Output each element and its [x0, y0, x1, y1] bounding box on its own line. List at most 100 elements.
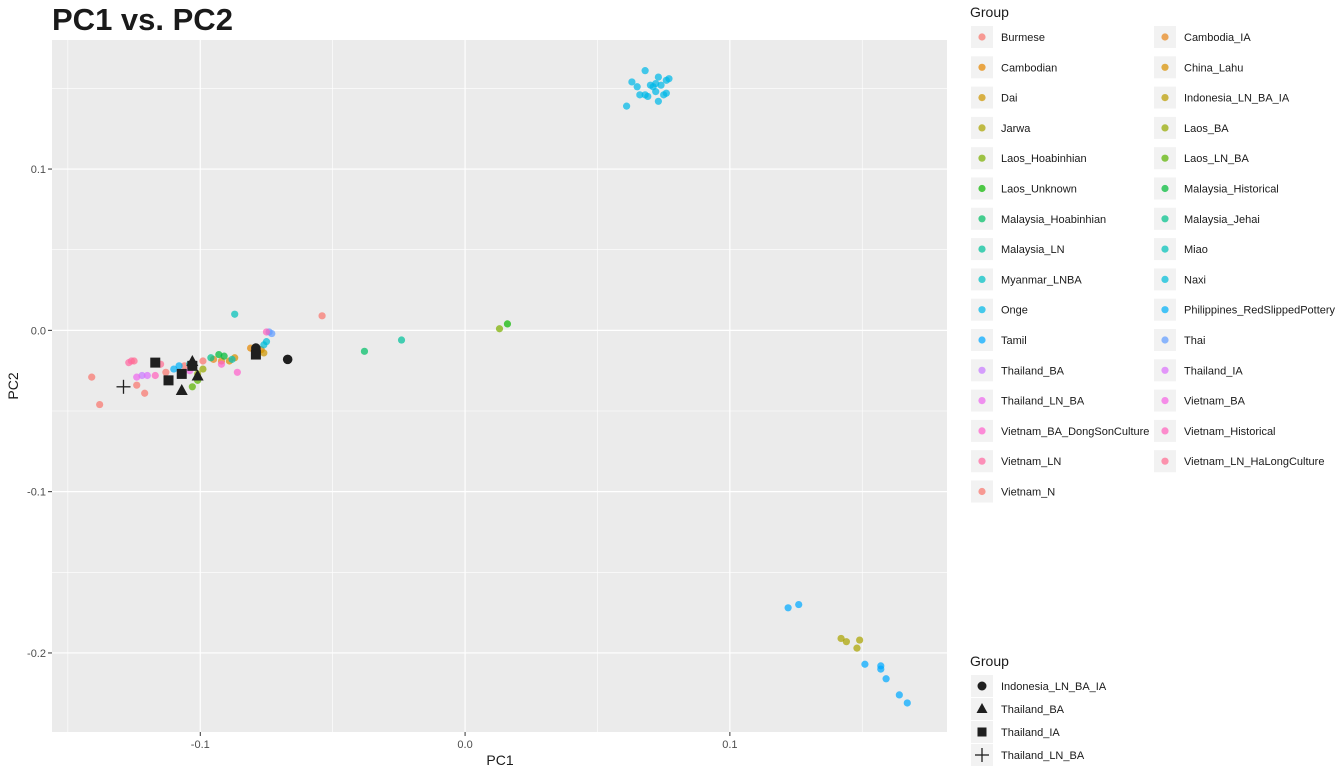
- data-point: [842, 638, 850, 646]
- data-point: [665, 75, 673, 83]
- series-group: [170, 362, 183, 373]
- data-point: [170, 365, 178, 373]
- shape-legend-item: Thailand_IA: [971, 721, 1060, 743]
- legend-key-swatch: [1161, 306, 1169, 314]
- legend-key-swatch: [1161, 215, 1169, 223]
- data-point: [654, 73, 662, 81]
- legend-key-swatch: [978, 336, 986, 344]
- color-legend-item: Malaysia_Hoabinhian: [971, 207, 1106, 230]
- series-group: [397, 336, 406, 344]
- data-point: [228, 355, 236, 363]
- triangle-marker: [191, 369, 204, 381]
- plot-panel: [52, 40, 947, 732]
- series-group: [215, 350, 228, 360]
- legend-key-swatch: [1161, 366, 1169, 374]
- color-legend-item: Malaysia_Jehai: [1154, 207, 1260, 230]
- data-point: [644, 92, 652, 101]
- data-point: [652, 88, 660, 96]
- legend-key-swatch: [978, 154, 986, 162]
- legend-key-swatch: [1161, 154, 1169, 162]
- square-marker: [150, 357, 161, 368]
- color-legend-item: Naxi: [1154, 268, 1206, 291]
- data-point: [503, 320, 512, 328]
- data-point: [199, 365, 207, 373]
- color-legend-item: Malaysia_LN: [971, 238, 1065, 261]
- data-point: [636, 91, 644, 99]
- data-point: [262, 338, 271, 346]
- panel-background: [52, 40, 947, 732]
- y-tick-label: 0.0: [31, 325, 46, 337]
- color-legend: Group Burmese Cambodian Dai Jarwa Laos_Hoabi…: [970, 4, 1336, 503]
- color-legend-item: Thai: [1154, 329, 1205, 351]
- legend-key-swatch: [1161, 245, 1169, 253]
- legend-item-label: Myanmar_LNBA: [1001, 274, 1082, 286]
- shape-series-group: [116, 379, 131, 394]
- legend-item-label: Malaysia_Jehai: [1184, 214, 1260, 226]
- series-group: [503, 320, 512, 328]
- legend-key-swatch: [978, 33, 986, 41]
- legend-item-label: Thailand_IA: [1184, 365, 1243, 377]
- series-group: [837, 634, 864, 652]
- color-legend-title: Group: [970, 4, 1009, 20]
- legend-item-label: Vietnam_BA_DongSonCulture: [1001, 426, 1149, 438]
- legend-item-label: Thailand_LN_BA: [1001, 396, 1085, 408]
- legend-key-swatch: [1161, 457, 1169, 465]
- legend-key-swatch: [1161, 275, 1169, 283]
- legend-key-swatch: [978, 306, 986, 314]
- data-point: [233, 368, 241, 376]
- legend-item-label: Vietnam_LN_HaLongCulture: [1184, 456, 1324, 468]
- color-legend-item: Malaysia_Historical: [1154, 177, 1279, 200]
- triangle-marker: [175, 384, 188, 396]
- y-axis-label: PC2: [5, 372, 21, 399]
- axes: -0.1 0.0 0.1 -0.2 -0.1 0.0 0.1: [27, 164, 737, 751]
- series-group: [151, 328, 271, 380]
- y-tick-label: -0.2: [27, 648, 46, 660]
- legend-item-label: Cambodian: [1001, 62, 1057, 74]
- shape-markers: [116, 343, 293, 396]
- data-point: [495, 325, 504, 333]
- color-legend-item: Vietnam_LN: [971, 450, 1061, 473]
- data-point: [641, 67, 649, 75]
- data-point: [188, 383, 196, 391]
- legend-item-label: Philippines_RedSlippedPottery: [1184, 305, 1336, 317]
- square-marker: [250, 349, 261, 360]
- color-legend-item: Vietnam_BA_DongSonCulture: [971, 419, 1149, 442]
- legend-item-label: Indonesia_LN_BA_IA: [1184, 93, 1290, 105]
- color-legend-item: Vietnam_Historical: [1154, 419, 1276, 442]
- data-point: [633, 83, 641, 91]
- x-tick-label: 0.0: [457, 739, 472, 751]
- data-point: [162, 368, 170, 376]
- data-point: [903, 699, 911, 707]
- color-legend-item: Vietnam_N: [971, 480, 1055, 503]
- square-marker: [163, 375, 174, 386]
- legend-item-label: Onge: [1001, 305, 1028, 317]
- legend-key-swatch: [978, 245, 986, 253]
- legend-key-swatch: [1161, 124, 1169, 132]
- legend-key-swatch: [1161, 94, 1169, 102]
- circle-marker: [282, 354, 293, 365]
- legend-item-label: Laos_Unknown: [1001, 184, 1077, 196]
- data-point: [175, 362, 183, 370]
- series-group: [228, 310, 239, 363]
- circle-marker: [977, 681, 987, 691]
- color-legend-item: Laos_LN_BA: [1154, 147, 1249, 170]
- legend-key-swatch: [978, 427, 986, 435]
- legend-item-label: Vietnam_Historical: [1184, 426, 1276, 438]
- legend-key-swatch: [978, 215, 986, 223]
- data-point: [628, 78, 636, 86]
- chart-title: PC1 vs. PC2: [52, 2, 233, 37]
- series-group: [260, 338, 271, 349]
- color-legend-item: Burmese: [971, 26, 1045, 48]
- legend-key-swatch: [978, 124, 986, 132]
- legend-item-label: Malaysia_LN: [1001, 244, 1065, 256]
- series-group: [784, 600, 911, 707]
- shape-legend-title: Group: [970, 653, 1009, 669]
- legend-key-swatch: [978, 63, 986, 71]
- data-point: [133, 373, 141, 381]
- shape-series-group: [150, 349, 261, 386]
- legend-item-label: Thailand_IA: [1001, 727, 1060, 739]
- color-legend-item: Vietnam_LN_HaLongCulture: [1154, 450, 1324, 473]
- data-point: [133, 381, 141, 389]
- data-point: [856, 636, 864, 644]
